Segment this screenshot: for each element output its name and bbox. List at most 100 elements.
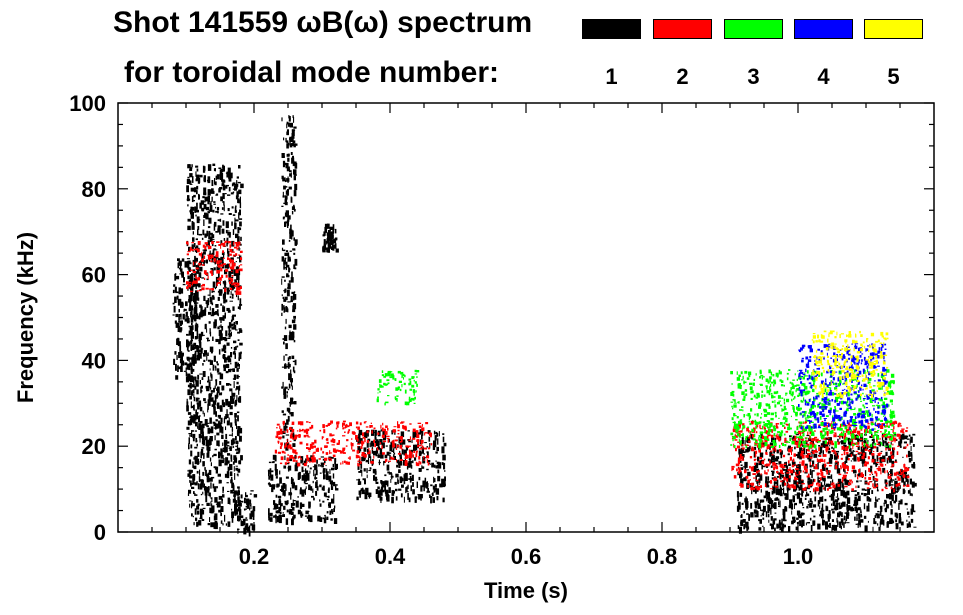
spectral-pixel	[231, 391, 233, 398]
spectral-pixel	[225, 269, 229, 272]
spectral-pixel	[172, 302, 175, 305]
spectral-pixel	[861, 456, 865, 460]
spectral-pixel	[230, 455, 233, 462]
spectral-pixel	[845, 495, 848, 499]
spectral-pixel	[287, 445, 289, 449]
spectral-pixel	[282, 216, 285, 220]
spectral-pixel	[805, 419, 808, 422]
spectral-pixel	[238, 189, 242, 195]
spectral-pixel	[234, 473, 236, 480]
chart-subtitle: for toroidal mode number:	[124, 56, 499, 89]
spectral-pixel	[283, 307, 286, 313]
spectral-pixel	[218, 416, 221, 419]
spectral-pixel	[203, 255, 206, 259]
spectral-pixel	[229, 471, 233, 477]
spectral-pixel	[213, 258, 216, 263]
spectral-pixel	[423, 485, 425, 487]
spectral-pixel	[855, 450, 859, 453]
spectral-pixel	[807, 401, 810, 405]
spectral-pixel	[221, 183, 225, 187]
spectral-pixel	[230, 422, 233, 428]
spectral-pixel	[409, 423, 412, 425]
spectral-pixel	[212, 249, 215, 256]
spectral-pixel	[209, 250, 211, 254]
spectral-pixel	[286, 462, 290, 465]
spectral-pixel	[853, 428, 855, 430]
spectral-pixel	[324, 463, 326, 465]
spectral-pixel	[197, 229, 199, 236]
spectral-pixel	[437, 475, 441, 482]
spectral-pixel	[746, 524, 749, 531]
spectral-pixel	[824, 498, 827, 502]
spectral-pixel	[775, 414, 777, 418]
spectral-pixel	[285, 518, 289, 525]
spectral-pixel	[763, 427, 766, 430]
spectral-pixel	[770, 507, 772, 515]
spectral-pixel	[866, 461, 869, 465]
spectral-pixel	[822, 428, 825, 432]
spectral-pixel	[860, 515, 863, 518]
spectral-pixel	[282, 483, 286, 489]
spectral-pixel	[846, 490, 850, 496]
spectral-pixel	[197, 510, 200, 515]
spectral-pixel	[875, 472, 878, 477]
spectral-pixel	[755, 431, 758, 434]
spectral-pixel	[795, 481, 799, 488]
spectral-pixel	[751, 446, 754, 451]
spectral-pixel	[787, 447, 789, 452]
spectral-pixel	[865, 442, 868, 447]
spectral-pixel	[884, 501, 887, 504]
spectral-pixel	[302, 470, 305, 472]
spectral-pixel	[739, 426, 741, 429]
spectral-pixel	[852, 419, 856, 423]
spectral-pixel	[183, 309, 185, 312]
spectral-pixel	[206, 386, 210, 392]
spectral-pixel	[851, 408, 855, 410]
spectral-pixel	[795, 389, 797, 393]
spectral-pixel	[226, 342, 230, 346]
spectral-pixel	[828, 429, 831, 431]
spectral-pixel	[774, 457, 779, 462]
spectral-pixel	[187, 384, 190, 388]
spectral-pixel	[767, 444, 770, 448]
spectral-pixel	[205, 469, 207, 476]
spectral-pixel	[186, 356, 190, 360]
spectral-pixel	[424, 432, 428, 434]
spectral-pixel	[198, 520, 202, 526]
spectral-pixel	[802, 507, 805, 509]
spectral-pixel	[814, 496, 817, 502]
spectral-pixel	[765, 472, 768, 475]
spectral-pixel	[767, 504, 771, 512]
spectral-pixel	[820, 469, 823, 473]
spectral-pixel	[175, 291, 179, 294]
spectral-pixel	[867, 520, 869, 523]
spectral-pixel	[894, 512, 898, 517]
spectral-pixel	[878, 466, 880, 468]
spectral-pixel	[384, 383, 387, 385]
spectral-pixel	[198, 415, 200, 423]
spectral-pixel	[398, 461, 403, 466]
spectral-pixel	[782, 508, 786, 516]
spectral-pixel	[216, 501, 221, 508]
spectral-pixel	[436, 446, 439, 452]
spectral-pixel	[379, 448, 383, 455]
spectral-pixel	[808, 416, 812, 418]
spectral-pixel	[776, 476, 780, 478]
spectral-pixel	[817, 485, 820, 487]
spectral-pixel	[287, 462, 290, 464]
spectral-pixel	[817, 440, 820, 443]
spectral-pixel	[186, 253, 189, 256]
spectral-pixel	[826, 488, 829, 491]
spectral-pixel	[840, 423, 842, 428]
spectral-pixel	[283, 426, 287, 431]
spectral-pixel	[301, 475, 304, 481]
spectral-pixel	[189, 362, 191, 367]
spectral-pixel	[769, 446, 771, 450]
spectral-pixel	[194, 304, 198, 311]
spectral-pixel	[207, 449, 210, 454]
spectral-pixel	[809, 444, 813, 448]
spectral-pixel	[198, 272, 202, 278]
spectral-pixel	[856, 517, 858, 521]
spectral-pixel	[311, 495, 314, 498]
spectral-pixel	[290, 493, 292, 500]
